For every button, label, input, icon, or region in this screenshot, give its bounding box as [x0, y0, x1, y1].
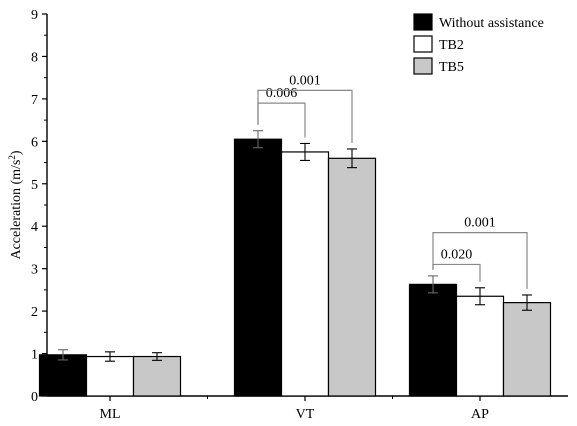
significance-bracket [432, 231, 528, 289]
y-tick-label: 1 [31, 348, 38, 363]
legend: Without assistance TB2 TB5 [413, 13, 544, 75]
legend-label: TB5 [439, 60, 464, 75]
significance-bracket [257, 89, 353, 143]
significance-bracket [432, 263, 481, 282]
bar [38, 354, 88, 397]
y-tick-label: 4 [31, 220, 38, 235]
y-tick-label: 5 [31, 178, 38, 193]
p-value-label: 0.001 [289, 73, 321, 88]
legend-swatch [413, 57, 433, 75]
bar [280, 151, 330, 397]
x-tick-label: ML [100, 407, 121, 422]
legend-swatch [413, 35, 433, 53]
p-value-label: 0.020 [441, 247, 473, 262]
bar [233, 138, 283, 397]
p-value-label: 0.001 [464, 216, 496, 231]
bar [327, 157, 377, 397]
y-tick-label: 2 [31, 305, 38, 320]
y-tick-label: 8 [31, 50, 38, 65]
y-tick-label: 0 [31, 390, 38, 405]
significance-bracket [257, 102, 306, 138]
y-tick-label: 3 [31, 263, 38, 278]
legend-label: Without assistance [439, 16, 544, 31]
legend-swatch [413, 13, 433, 31]
y-axis-ticks: 0 1 2 3 4 5 6 7 8 9 [31, 8, 47, 405]
bar-series [38, 138, 552, 397]
x-axis-ticks: ML VT AP [100, 396, 489, 422]
y-tick-label: 6 [31, 135, 38, 150]
y-tick-label: 7 [31, 93, 38, 108]
bar [85, 355, 135, 397]
y-tick-label: 9 [31, 8, 38, 23]
legend-label: TB2 [439, 38, 464, 53]
error-bars [58, 130, 532, 362]
bar [502, 302, 552, 397]
x-tick-label: VT [296, 407, 315, 422]
x-tick-label: AP [471, 407, 489, 422]
y-axis-label: Acceleration (m/s2) [7, 150, 24, 259]
bar [132, 355, 182, 397]
bar [455, 295, 505, 397]
bar [408, 283, 458, 397]
